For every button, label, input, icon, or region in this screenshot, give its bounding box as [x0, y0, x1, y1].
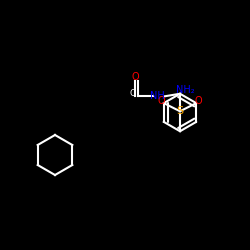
- Text: S: S: [176, 106, 184, 116]
- Text: C: C: [130, 89, 136, 98]
- Text: NH: NH: [150, 91, 165, 101]
- Text: NH₂: NH₂: [176, 85, 194, 95]
- Text: O: O: [131, 72, 139, 83]
- Text: O: O: [195, 96, 202, 106]
- Text: O: O: [158, 96, 165, 106]
